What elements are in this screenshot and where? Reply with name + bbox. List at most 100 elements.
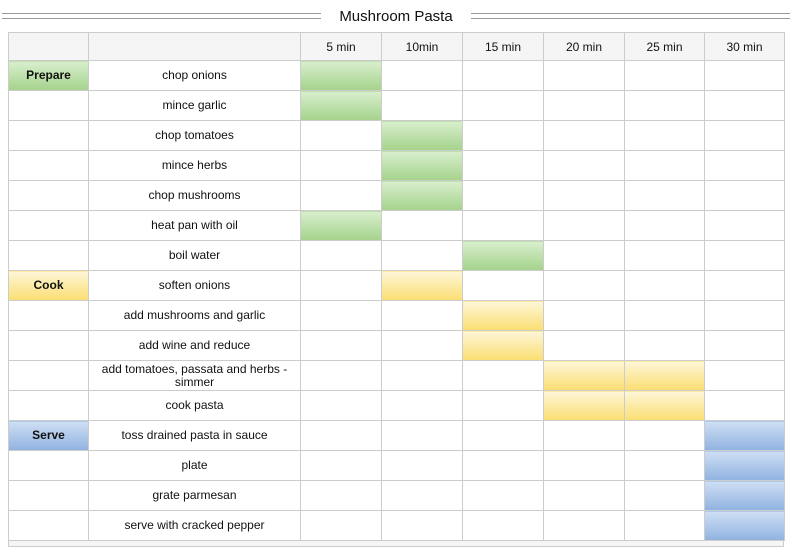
time-cell-empty [543,60,625,91]
header-task-column [88,32,301,61]
time-cell-empty [704,390,785,421]
header-time-25min: 25 min [624,32,705,61]
chart-title: Mushroom Pasta [339,7,453,25]
time-cell-empty [381,360,463,391]
phase-cell-empty [8,90,89,121]
task-row: chop tomatoes [8,120,785,151]
task-row: Prepare chop onions [8,60,785,91]
task-label: add wine and reduce [88,330,301,361]
time-cell-empty [543,300,625,331]
time-cell-empty [624,330,705,361]
time-cell-empty [462,390,544,421]
time-cell-empty [381,90,463,121]
time-cell-empty [704,90,785,121]
task-label: serve with cracked pepper [88,510,301,541]
task-row: Serve toss drained pasta in sauce [8,420,785,451]
gantt-bar-segment [462,330,544,361]
gantt-bar-segment [381,120,463,151]
task-label: grate parmesan [88,480,301,511]
time-cell-empty [300,390,382,421]
task-row: plate [8,450,785,481]
header-time-5min: 5 min [300,32,382,61]
table-footer-strip [8,541,784,547]
header-time-15min: 15 min [462,32,544,61]
time-cell-empty [462,180,544,211]
time-cell-empty [300,270,382,301]
header-phase-column [8,32,89,61]
time-cell-empty [624,180,705,211]
phase-cell-empty [8,210,89,241]
gantt-bar-segment [624,360,705,391]
time-cell-empty [704,60,785,91]
phase-cell-empty [8,480,89,511]
phase-label-prepare: Prepare [8,60,89,91]
time-cell-empty [704,150,785,181]
gantt-bar-segment [704,450,785,481]
title-rule-left [2,13,322,19]
time-cell-empty [704,180,785,211]
gantt-bar-segment [381,270,463,301]
time-cell-empty [704,270,785,301]
gantt-bar-segment [381,180,463,211]
task-label: mince herbs [88,150,301,181]
gantt-bar-segment [300,210,382,241]
gantt-bar-segment [300,60,382,91]
gantt-bar-segment [543,390,625,421]
task-label: soften onions [88,270,301,301]
time-cell-empty [624,60,705,91]
phase-label-serve: Serve [8,420,89,451]
title-rule-right [470,13,791,19]
time-cell-empty [300,120,382,151]
time-cell-empty [300,300,382,331]
task-label: toss drained pasta in sauce [88,420,301,451]
time-cell-empty [624,150,705,181]
time-cell-empty [381,240,463,271]
task-row: serve with cracked pepper [8,510,785,541]
time-cell-empty [300,450,382,481]
task-row: chop mushrooms [8,180,785,211]
time-cell-empty [300,150,382,181]
gantt-bar-segment [543,360,625,391]
time-cell-empty [300,330,382,361]
time-cell-empty [462,510,544,541]
gantt-bar-segment [462,300,544,331]
time-cell-empty [624,420,705,451]
task-label: mince garlic [88,90,301,121]
task-row: Cook soften onions [8,270,785,301]
gantt-body: Prepare chop onions mince garlic chop tomat… [8,60,785,541]
task-label: plate [88,450,301,481]
time-cell-empty [704,210,785,241]
time-cell-empty [462,210,544,241]
phase-cell-empty [8,300,89,331]
time-cell-empty [624,510,705,541]
task-label: boil water [88,240,301,271]
time-cell-empty [300,180,382,211]
time-cell-empty [624,90,705,121]
header-time-20min: 20 min [543,32,625,61]
phase-cell-empty [8,150,89,181]
time-cell-empty [381,420,463,451]
time-cell-empty [543,210,625,241]
time-cell-empty [543,450,625,481]
time-cell-empty [381,510,463,541]
time-cell-empty [381,330,463,361]
time-cell-empty [381,390,463,421]
gantt-bar-segment [381,150,463,181]
time-cell-empty [624,120,705,151]
time-cell-empty [462,360,544,391]
phase-cell-empty [8,360,89,391]
task-label: add mushrooms and garlic [88,300,301,331]
time-cell-empty [704,240,785,271]
task-row: grate parmesan [8,480,785,511]
time-cell-empty [704,360,785,391]
time-cell-empty [624,480,705,511]
gantt-bar-segment [462,240,544,271]
task-label: cook pasta [88,390,301,421]
task-row: heat pan with oil [8,210,785,241]
time-cell-empty [543,120,625,151]
header-time-30min: 30 min [704,32,785,61]
task-row: add mushrooms and garlic [8,300,785,331]
time-cell-empty [300,510,382,541]
time-cell-empty [462,420,544,451]
